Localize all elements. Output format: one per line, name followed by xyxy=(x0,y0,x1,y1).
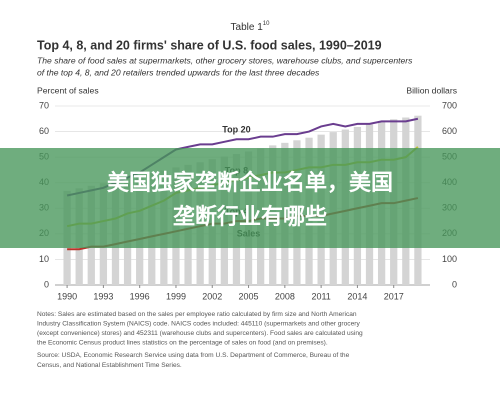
y2-tick-label: 600 xyxy=(442,126,457,136)
y2-axis-label: Billion dollars xyxy=(406,85,457,95)
note-line: Source: USDA, Economic Research Service … xyxy=(37,352,350,359)
banner-text: 美国独家垄断企业名单，美国 xyxy=(107,170,393,195)
y-axis-label: Percent of sales xyxy=(37,85,99,95)
chart-title: Top 4, 8, and 20 firms' share of U.S. fo… xyxy=(37,38,382,52)
y-tick-label: 70 xyxy=(39,100,49,110)
y-tick-label: 60 xyxy=(39,126,49,136)
table-label: Table 110 xyxy=(231,21,271,33)
table-number: Table 1 xyxy=(231,22,264,33)
y-tick-label: 10 xyxy=(39,254,49,264)
x-tick-label: 1996 xyxy=(130,291,150,301)
note-line: (except convenience) stores) and 452311 … xyxy=(37,330,363,337)
note-line: the Economic Census product lines statis… xyxy=(37,340,328,347)
x-tick-label: 1999 xyxy=(166,291,186,301)
note-line: Industry Classification System (NAICS) c… xyxy=(37,320,360,327)
x-tick-label: 2011 xyxy=(311,291,330,301)
x-tick-label: 1990 xyxy=(57,291,77,301)
series-label: Top 20 xyxy=(222,125,250,135)
x-tick-label: 2005 xyxy=(239,291,259,301)
x-tick-label: 1993 xyxy=(93,291,113,301)
x-tick-label: 2002 xyxy=(202,291,222,301)
chart-subtitle: The share of food sales at supermarkets,… xyxy=(37,55,413,65)
y2-tick-label: 100 xyxy=(442,254,457,264)
y-tick-label: 0 xyxy=(44,279,49,289)
y2-tick-label: 700 xyxy=(442,100,457,110)
note-line: Census, and National Establishment Time … xyxy=(37,362,182,369)
chart-subtitle: of the top 4, 8, and 20 retailers trende… xyxy=(37,67,320,77)
table-sup: 10 xyxy=(263,21,270,27)
overlay-banner xyxy=(0,148,500,248)
notes: Notes: Sales are estimated based on the … xyxy=(37,311,363,369)
x-tick-label: 2008 xyxy=(275,291,295,301)
note-line: Notes: Sales are estimated based on the … xyxy=(37,311,357,318)
x-tick-label: 2017 xyxy=(384,291,404,301)
banner-text: 垄断行业有哪些 xyxy=(173,204,327,229)
y2-tick-label: 0 xyxy=(452,279,457,289)
x-tick-label: 2014 xyxy=(347,291,367,301)
